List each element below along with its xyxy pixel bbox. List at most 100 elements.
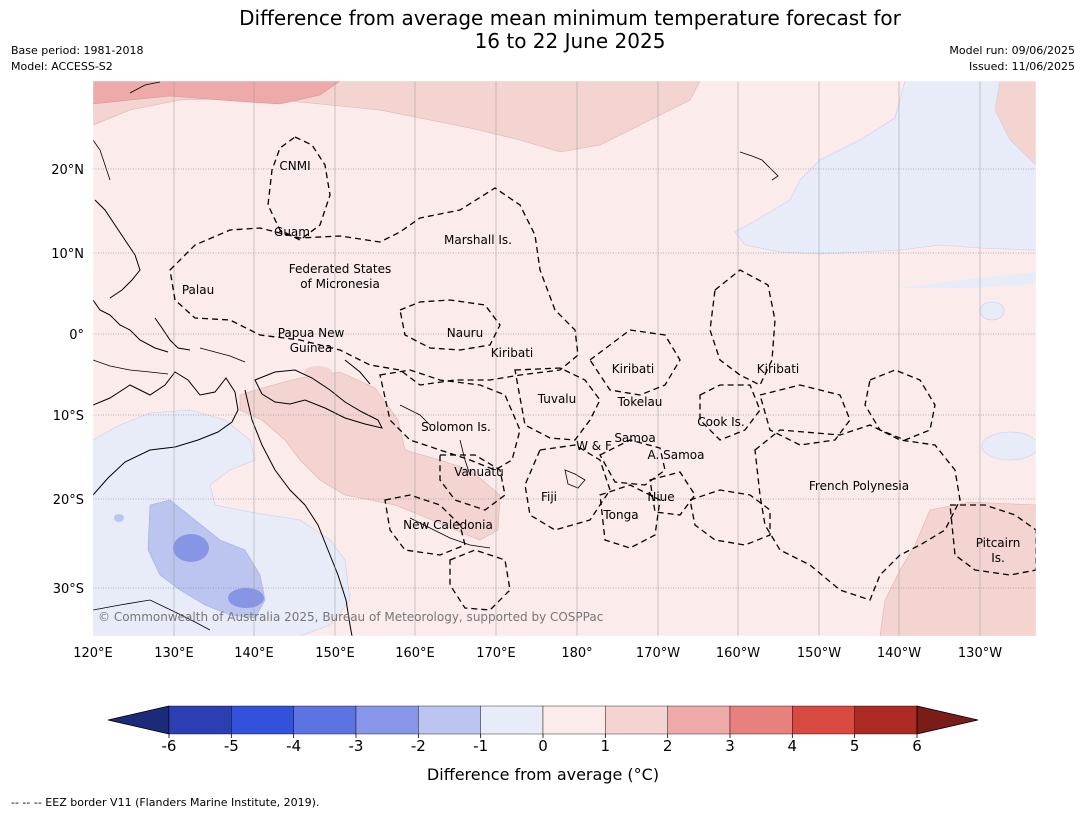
latitude-label: 10°N	[51, 247, 84, 262]
colorbar-tick-label: -6	[162, 737, 177, 755]
colorbar-tick-label: 0	[538, 737, 548, 755]
place-label: Tokelau	[617, 395, 663, 409]
australia-south-coast	[93, 599, 211, 631]
colorbar-bin	[667, 705, 731, 735]
eez-kiribati-line-2	[759, 384, 851, 446]
latitude-label: 20°S	[53, 493, 84, 508]
eez-vanuatu	[439, 454, 506, 511]
anomaly-cool-dot	[114, 514, 124, 522]
colorbar-tick-label: 1	[601, 737, 611, 755]
place-label: Fiji	[541, 490, 557, 504]
eez-tuvalu	[514, 367, 601, 441]
anomaly-cool-core-1	[173, 534, 209, 562]
colorbar-bin	[293, 705, 357, 735]
eez-borders	[169, 136, 1036, 611]
place-label: Marshall Is.	[444, 233, 512, 247]
place-label: Kiribati	[612, 362, 654, 376]
model-name: Model: ACCESS-S2	[11, 60, 113, 73]
australia-north-coast	[93, 371, 239, 496]
place-label: Niue	[647, 490, 674, 504]
longitude-label: 140°E	[234, 646, 274, 661]
place-label: Kiribati	[491, 346, 533, 360]
chart-title: Difference from average mean minimum tem…	[0, 7, 1085, 53]
eez-solomon	[379, 369, 521, 471]
anomaly-australia-1-2	[147, 499, 266, 619]
colorbar-extend-high	[916, 705, 979, 735]
colorbar-tick-label: -2	[411, 737, 426, 755]
issued-date: Issued: 11/06/2025	[968, 60, 1075, 73]
place-label: Tuvalu	[537, 392, 577, 406]
longitude-label: 120°E	[73, 646, 113, 661]
place-label: French Polynesia	[809, 479, 909, 493]
borneo-coast	[93, 299, 169, 353]
colorbar-bin	[792, 705, 855, 735]
hawaii-coast	[739, 151, 779, 181]
australia-east-coast	[244, 389, 353, 636]
anomaly-coral-sea	[239, 371, 501, 541]
map-frame	[92, 80, 1037, 637]
vanuatu-coast	[459, 439, 471, 476]
anomaly-ne-1-2	[995, 81, 1036, 165]
anomaly-cool-blob	[979, 301, 1005, 321]
eez-pitcairn	[949, 504, 1036, 576]
colorbar-bin	[480, 705, 544, 735]
place-label: Pitcairn	[976, 536, 1021, 550]
eez-nauru	[399, 299, 501, 351]
anomaly-australia-cool	[93, 409, 351, 636]
longitude-label: 170°E	[476, 646, 516, 661]
place-label: Samoa	[614, 431, 655, 445]
longitude-label: 140°W	[877, 646, 921, 661]
place-label: Palau	[182, 283, 214, 297]
eez-kiribati-line	[709, 269, 776, 386]
anomaly-north-1-2	[93, 81, 701, 153]
colorbar-tick-label: 2	[663, 737, 673, 755]
colorbar: -6 -5 -4 -3 -2 -1 0 1 2 3 4 5 6	[107, 705, 979, 755]
anomaly-cool-strip	[900, 272, 1036, 288]
colorbar-bin	[729, 705, 793, 735]
solomon-coast	[399, 404, 431, 426]
new-britain-coast	[344, 359, 371, 385]
eez-tonga	[599, 484, 661, 549]
taiwan-coast	[93, 139, 111, 181]
eez-footnote: -- -- -- EEZ border V11 (Flanders Marine…	[11, 796, 320, 809]
eez-fiji	[524, 444, 611, 531]
longitude-labels: 120°E 130°E 140°E 150°E 160°E 170°E 180° 170°W 1…	[73, 646, 1002, 661]
anomaly-north-2-3	[93, 81, 341, 105]
place-label: Papua New	[278, 326, 345, 340]
base-period: Base period: 1981-2018	[11, 44, 144, 57]
colorbar-tick-label: -1	[473, 737, 488, 755]
eez-niue	[649, 471, 696, 516]
longitude-label: 160°E	[395, 646, 435, 661]
place-label: Vanuatu	[454, 465, 504, 479]
place-label: Nauru	[447, 326, 483, 340]
colorbar-bin	[168, 705, 232, 735]
copyright-notice: © Commonwealth of Australia 2025, Bureau…	[98, 610, 603, 624]
eez-cook-north	[699, 384, 761, 441]
colorbar-tick-label: -5	[224, 737, 239, 755]
colorbar-tick-label: 4	[788, 737, 798, 755]
anomaly-cool-core-2	[228, 588, 264, 608]
place-label: of Micronesia	[300, 277, 380, 291]
longitude-label: 160°W	[716, 646, 760, 661]
colorbar-bin	[418, 705, 481, 735]
place-label: W & F	[576, 439, 612, 453]
philippines-coast	[94, 199, 141, 299]
anomaly-se-1-2	[879, 501, 1036, 636]
eez-kiribati-phoenix	[589, 329, 681, 396]
title-line-1: Difference from average mean minimum tem…	[239, 6, 901, 30]
colorbar-tick-label: 5	[850, 737, 860, 755]
colorbar-bin	[231, 705, 294, 735]
japan-coast	[129, 81, 161, 94]
eez-new-caledonia	[384, 494, 466, 556]
meta-right: Model run: 09/06/2025 Issued: 11/06/2025	[949, 43, 1075, 75]
model-run: Model run: 09/06/2025	[949, 44, 1075, 57]
colorbar-bin	[542, 705, 606, 735]
latitude-label: 10°S	[53, 409, 84, 424]
place-label: Tonga	[602, 508, 638, 522]
eez-marquesas	[864, 369, 936, 441]
eez-cook-south	[689, 489, 771, 546]
colorbar-bin	[605, 705, 668, 735]
